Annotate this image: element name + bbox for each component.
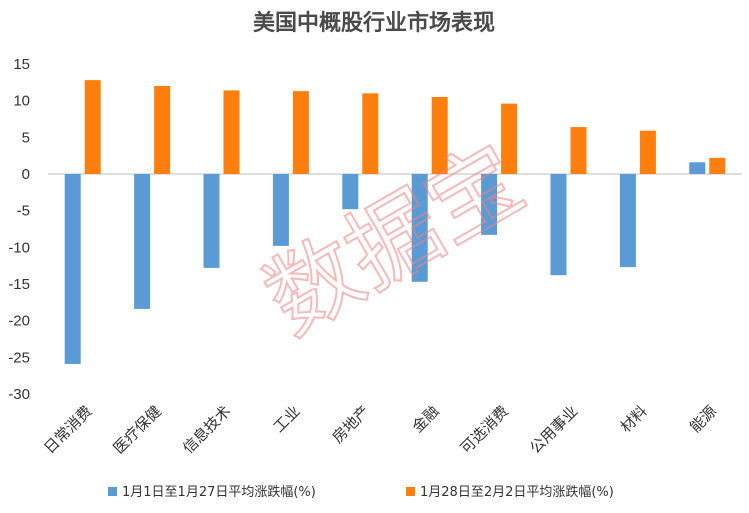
legend-swatch-2	[406, 487, 415, 496]
y-tick-label: -30	[8, 386, 30, 403]
bar-series-1-1	[134, 174, 151, 309]
y-tick-label: -15	[8, 276, 30, 293]
legend: 1月1日至1月27日平均涨跌幅(%) 1月28日至2月2日平均涨跌幅(%)	[108, 484, 614, 500]
chart-title: 美国中概股行业市场表现	[253, 10, 495, 36]
y-tick-label: -20	[8, 313, 30, 330]
x-tick-label: 金融	[409, 402, 443, 436]
bars	[64, 80, 726, 364]
y-tick-label: 5	[22, 129, 30, 146]
x-tick-label: 可选消费	[457, 402, 512, 457]
x-tick-label: 日常消费	[40, 402, 95, 457]
x-tick-label: 能源	[686, 402, 720, 436]
y-tick-label: -10	[8, 239, 30, 256]
y-tick-label: -5	[17, 203, 30, 220]
x-tick-label: 房地产	[329, 402, 374, 447]
bar-series-1-6	[481, 174, 498, 235]
x-tick-label: 信息技术	[179, 402, 234, 457]
bar-series-2-6	[501, 103, 518, 174]
bar-series-2-0	[84, 80, 101, 174]
legend-swatch-1	[108, 487, 117, 496]
bar-series-2-7	[570, 127, 587, 174]
x-tick-label: 工业	[270, 402, 304, 436]
watermark: 数据宝	[248, 125, 541, 356]
bar-series-1-0	[64, 174, 81, 364]
y-tick-label: -25	[8, 349, 30, 366]
legend-label-2: 1月28日至2月2日平均涨跌幅(%)	[420, 484, 614, 500]
bar-series-1-7	[550, 174, 567, 276]
bar-series-2-5	[431, 97, 448, 174]
y-tick-label: 15	[13, 56, 30, 73]
bar-series-2-2	[223, 90, 240, 174]
x-tick-label: 公用事业	[526, 402, 581, 457]
x-tick-label: 材料	[617, 402, 651, 436]
x-tick-label: 医疗保健	[110, 402, 165, 457]
bar-series-2-9	[709, 157, 726, 174]
bar-series-2-3	[292, 91, 309, 174]
y-tick-label: 10	[13, 93, 30, 110]
bar-series-1-3	[272, 174, 289, 246]
bar-series-1-8	[619, 174, 636, 268]
bar-series-1-4	[342, 174, 359, 210]
bar-series-1-9	[689, 162, 706, 174]
y-tick-label: 0	[22, 166, 30, 183]
bar-series-2-1	[154, 86, 171, 174]
bar-series-2-4	[362, 93, 379, 174]
bar-series-1-2	[203, 174, 220, 268]
bar-series-2-8	[639, 130, 656, 174]
x-tick-labels: 日常消费 医疗保健 信息技术 工业 房地产 金融 可选消费 公用事业 材料 能源	[40, 402, 720, 457]
bar-series-1-5	[411, 174, 428, 282]
legend-label-1: 1月1日至1月27日平均涨跌幅(%)	[122, 484, 316, 500]
